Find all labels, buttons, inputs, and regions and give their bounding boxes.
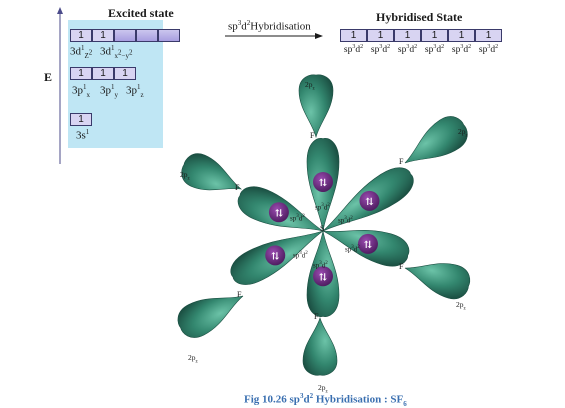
electron-pair-arrows: ⇅ xyxy=(364,240,372,251)
p-orbital-boxes: 1 1 1 xyxy=(70,67,136,80)
d-orbital-cell xyxy=(136,29,158,42)
hybrid-orbital-label: sp3d2 xyxy=(293,251,308,260)
hybrid-orbital-label: sp3d2 xyxy=(345,245,360,254)
hybrid-orbital-label: sp3d2 xyxy=(315,203,330,212)
fluorine-2p-lobe xyxy=(302,316,338,376)
electron-pair-circle xyxy=(313,171,333,192)
d-orbital-cell: 1 xyxy=(70,29,92,42)
fluorine-label: F xyxy=(314,312,319,321)
hybrid-orbital-cell: 1 xyxy=(448,29,475,42)
hybrid-orbital-labels: sp3d2 sp3d2 sp3d2 sp3d2 sp3d2 sp3d2 xyxy=(340,44,502,55)
d-orbital-cell: 1 xyxy=(92,29,114,42)
energy-axis-label: E xyxy=(44,70,53,84)
hybridised-state-heading: Hybridised State xyxy=(376,10,463,24)
hybrid-orbital-label: sp3d2 xyxy=(478,44,499,56)
electron-pair-circle xyxy=(265,245,286,266)
fluorine-2p-lobe xyxy=(404,263,471,300)
fluorine-2p-lobe xyxy=(177,295,244,338)
s-orbital-cell: 1 xyxy=(70,113,92,126)
orbital-2pz-label: 2pz xyxy=(318,383,328,395)
hybrid-orbital-cell: 1 xyxy=(475,29,502,42)
sulfur-atom-label: S xyxy=(320,224,325,233)
hybrid-orbital-cell: 1 xyxy=(367,29,394,42)
d-orbital-label-x2y2: 3d1x2−y2 xyxy=(100,44,133,60)
orbital-2pz-label: 2pz xyxy=(458,127,468,139)
electron-pair-arrows: ⇅ xyxy=(365,197,373,208)
p-orbital-cell: 1 xyxy=(114,67,136,80)
fluorine-label: F xyxy=(235,183,240,192)
hybrid-orbital-label: sp3d2 xyxy=(290,214,305,223)
hybrid-orbital-label: sp3d2 xyxy=(338,216,353,225)
fluorine-label: F xyxy=(399,157,404,166)
electron-pair-circle xyxy=(359,190,380,211)
hybrid-orbital-boxes: 1 1 1 1 1 1 xyxy=(340,29,502,42)
hybrid-orbital-cell: 1 xyxy=(394,29,421,42)
p-orbital-label: 3p1x xyxy=(72,83,90,99)
electron-pair-circle xyxy=(313,266,333,287)
p-orbital-label: 3p1z xyxy=(126,83,144,99)
fluorine-2p-lobe xyxy=(298,74,334,139)
electron-pair-circle xyxy=(268,202,289,223)
electron-pair-arrows: ⇅ xyxy=(275,208,283,219)
orbital-2pz-label: 2pz xyxy=(305,80,315,92)
hybrid-orbital-label: sp3d2 xyxy=(343,44,364,56)
p-orbital-label: 3p1y xyxy=(100,83,118,99)
d-orbital-label-z2: 3d1Z2 xyxy=(70,44,93,60)
hybridisation-arrow-label: sp3d2Hybridisation xyxy=(228,19,311,33)
hybrid-orbital-label: sp3d2 xyxy=(397,44,418,56)
orbital-2pz-label: 2pz xyxy=(188,353,198,365)
fluorine-2p-lobe xyxy=(181,153,243,191)
d-orbital-boxes: 1 1 xyxy=(70,29,180,42)
d-orbital-cell xyxy=(158,29,180,42)
excited-state-heading: Excited state xyxy=(108,6,174,20)
hybrid-orbital-label: sp3d2 xyxy=(451,44,472,56)
fluorine-2p-lobe xyxy=(404,116,468,164)
hybrid-orbital-label: sp3d2 xyxy=(370,44,391,56)
electron-pair-circle xyxy=(357,233,378,254)
d-orbital-cell xyxy=(114,29,136,42)
figure-caption: Fig 10.26 sp3d2 Hybridisation : SF6 xyxy=(244,392,407,408)
s-orbital-label: 3s1 xyxy=(76,128,90,142)
electron-pair-arrows: ⇅ xyxy=(271,251,279,262)
energy-axis-arrow xyxy=(57,7,63,164)
fluorine-label: F xyxy=(310,131,315,140)
hybrid-orbital-cell: 1 xyxy=(340,29,367,42)
fluorine-label: F xyxy=(237,290,242,299)
hybrid-orbital-label: sp3d2 xyxy=(424,44,445,56)
electron-pair-arrows: ⇅ xyxy=(319,272,327,283)
fluorine-label: F xyxy=(399,262,404,271)
p-orbital-cell: 1 xyxy=(92,67,114,80)
electron-pair-arrows: ⇅ xyxy=(319,178,327,189)
s-orbital-box: 1 xyxy=(70,113,92,126)
orbital-2pz-label: 2pz xyxy=(456,300,466,312)
orbital-2pz-label: 2pz xyxy=(180,170,190,182)
p-orbital-cell: 1 xyxy=(70,67,92,80)
hybrid-orbital-cell: 1 xyxy=(421,29,448,42)
arrow-right-icon xyxy=(225,33,323,39)
hybrid-orbital-label: sp3d2 xyxy=(313,261,328,270)
